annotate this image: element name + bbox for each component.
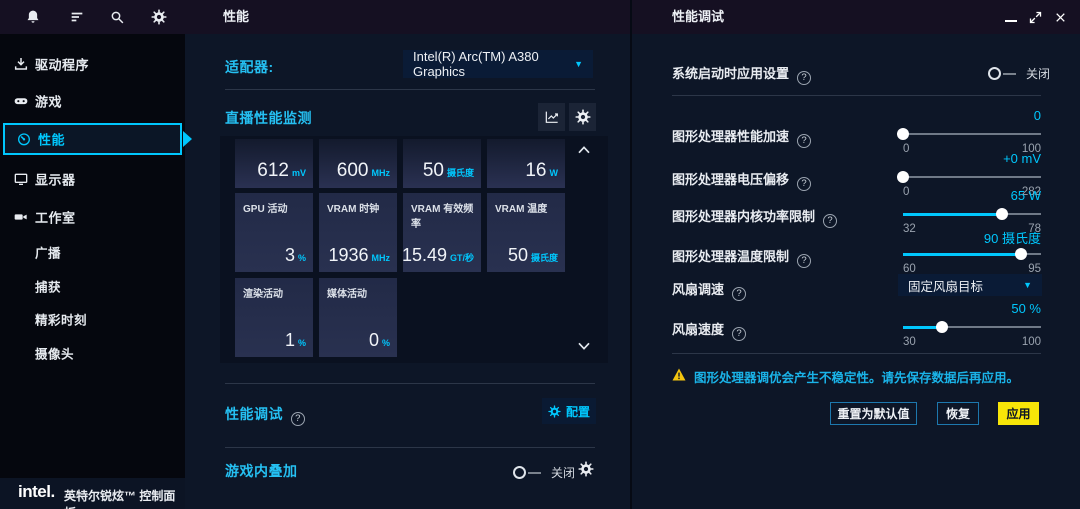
metric-tile-vram-temp: VRAM 温度 50 摄氏度 [487, 193, 565, 272]
help-icon[interactable]: ? [732, 287, 747, 301]
reset-defaults-button[interactable]: 重置为默认值 [830, 402, 917, 425]
help-icon[interactable]: ? [797, 134, 812, 148]
gpu-temp-limit-slider[interactable]: 90 摄氏度 60 95 [903, 231, 1041, 275]
gpu-temp-limit-label: 图形处理器温度限制? [672, 246, 812, 268]
bell-icon[interactable] [25, 9, 41, 25]
gpu-voltage-offset-slider[interactable]: +0 mV 0 282 [897, 151, 1041, 198]
monitor-graph-button[interactable] [538, 103, 565, 131]
monitor-icon [13, 171, 29, 187]
video-camera-icon [13, 209, 29, 225]
menu-icon[interactable] [69, 9, 85, 25]
sidebar-item-studio[interactable]: 工作室 [0, 201, 185, 233]
metric-tile-voltage: 612 mV [235, 139, 313, 188]
metric-tile-vram-clock: VRAM 时钟 1936 MHz [319, 193, 397, 272]
overlay-toggle[interactable]: 关闭 [513, 464, 575, 481]
configure-button[interactable]: 配置 [542, 398, 596, 424]
overlay-section-title: 游戏内叠加 [225, 463, 298, 479]
app-name: 英特尔锐炫™ 控制面板 [64, 489, 176, 509]
metric-tile-render-activity: 渲染活动 1% [235, 278, 313, 357]
live-monitor-title: 直播性能监测 [225, 110, 312, 126]
gauge-icon [16, 131, 32, 147]
toggle-track [1003, 72, 1016, 75]
intel-logo: intel. [18, 482, 55, 501]
title-bar [0, 0, 1080, 34]
restore-window-button[interactable] [1028, 10, 1043, 30]
startup-toggle[interactable]: 关闭 [988, 65, 1050, 82]
chevron-down-icon[interactable] [573, 338, 597, 356]
adapter-label: 适配器: [225, 59, 274, 75]
slider-handle[interactable] [897, 171, 909, 183]
gpu-power-limit-slider[interactable]: 65 W 32 78 [903, 188, 1041, 235]
live-monitor-card: 612 mV 600 MHz 50 摄氏度 16 W GPU 活动 3% VRAM 时钟… [220, 136, 608, 363]
metric-tile-gpu-activity: GPU 活动 3% [235, 193, 313, 272]
metric-tile-temperature: 50 摄氏度 [403, 139, 481, 188]
slider-handle[interactable] [1015, 248, 1028, 260]
toggle-knob [988, 67, 1001, 80]
startup-setting-label: 系统启动时应用设置? [672, 63, 812, 85]
sidebar-item-capture[interactable]: 捕获 [35, 280, 62, 295]
fan-mode-label: 风扇调速? [672, 279, 747, 301]
sidebar-item-camera[interactable]: 摄像头 [35, 347, 75, 362]
sidebar-footer: intel. 英特尔锐炫™ 控制面板 [0, 478, 185, 509]
chevron-down-icon: ▼ [574, 59, 583, 69]
restore-button[interactable]: 恢复 [937, 402, 979, 425]
startup-state: 关闭 [1026, 67, 1051, 81]
sidebar-item-performance[interactable]: 性能 [3, 123, 182, 155]
metric-tile-media-activity: 媒体活动 0% [319, 278, 397, 357]
help-icon[interactable]: ? [291, 412, 305, 426]
help-icon[interactable]: ? [797, 254, 812, 268]
sidebar-item-display[interactable]: 显示器 [0, 163, 185, 195]
sidebar-item-drivers[interactable]: 驱动程序 [0, 48, 185, 80]
gamepad-icon [13, 93, 29, 109]
performance-panel-title: 性能 [223, 9, 250, 24]
toggle-track [528, 471, 541, 474]
monitor-settings-button[interactable] [569, 103, 596, 131]
selected-item-arrow [183, 131, 192, 147]
fan-speed-slider[interactable]: 50 % 30 100 [903, 301, 1041, 348]
adapter-dropdown[interactable]: Intel(R) Arc(TM) A380 Graphics ▼ [403, 49, 593, 79]
overlay-state: 关闭 [551, 466, 576, 480]
close-icon[interactable] [1054, 11, 1067, 29]
adapter-value: Intel(R) Arc(TM) A380 Graphics [413, 49, 539, 79]
gpu-boost-label: 图形处理器性能加速? [672, 126, 812, 148]
overlay-settings-icon[interactable] [578, 461, 594, 482]
fan-speed-label: 风扇速度? [672, 319, 747, 341]
slider-handle[interactable] [995, 208, 1008, 220]
help-icon[interactable]: ? [797, 71, 812, 85]
metric-tile-power: 16 W [487, 139, 565, 188]
sidebar-item-broadcast[interactable]: 广播 [35, 246, 62, 261]
metric-tile-clock: 600 MHz [319, 139, 397, 188]
gpu-voltage-offset-label: 图形处理器电压偏移? [672, 169, 812, 191]
chevron-up-icon[interactable] [573, 142, 597, 160]
slider-handle[interactable] [936, 321, 949, 333]
sidebar-item-games[interactable]: 游戏 [0, 85, 185, 117]
gear-icon[interactable] [151, 9, 167, 25]
toggle-knob [513, 466, 526, 479]
download-icon [13, 56, 29, 72]
fan-mode-value: 固定风扇目标 [908, 279, 984, 294]
warning-icon [672, 368, 686, 386]
sidebar: 驱动程序 游戏 性能 显示器 工作室 广播 捕获 精彩时刻 摄像头 [0, 34, 185, 478]
slider-handle[interactable] [897, 128, 909, 140]
search-icon[interactable] [109, 9, 125, 25]
help-icon[interactable]: ? [732, 327, 747, 341]
sidebar-item-highlights[interactable]: 精彩时刻 [35, 313, 88, 328]
minimize-button[interactable] [1005, 20, 1017, 22]
fan-mode-dropdown[interactable]: 固定风扇目标 ▼ [898, 274, 1042, 296]
apply-button[interactable]: 应用 [998, 402, 1039, 425]
gpu-power-limit-label: 图形处理器内核功率限制? [672, 206, 838, 228]
tuning-panel-title: 性能调试 [672, 9, 725, 24]
tuning-warning: 图形处理器调优会产生不稳定性。请先保存数据后再应用。 [672, 367, 1019, 386]
chevron-down-icon: ▼ [1023, 280, 1032, 290]
help-icon[interactable]: ? [823, 214, 838, 228]
metric-tile-vram-freq: VRAM 有效频率 15.49 GT/秒 [402, 193, 481, 272]
help-icon[interactable]: ? [797, 177, 812, 191]
panel-separator [630, 0, 632, 509]
gpu-boost-slider[interactable]: 0 0 100 [897, 108, 1041, 155]
tuning-section-title: 性能调试? [225, 404, 305, 426]
